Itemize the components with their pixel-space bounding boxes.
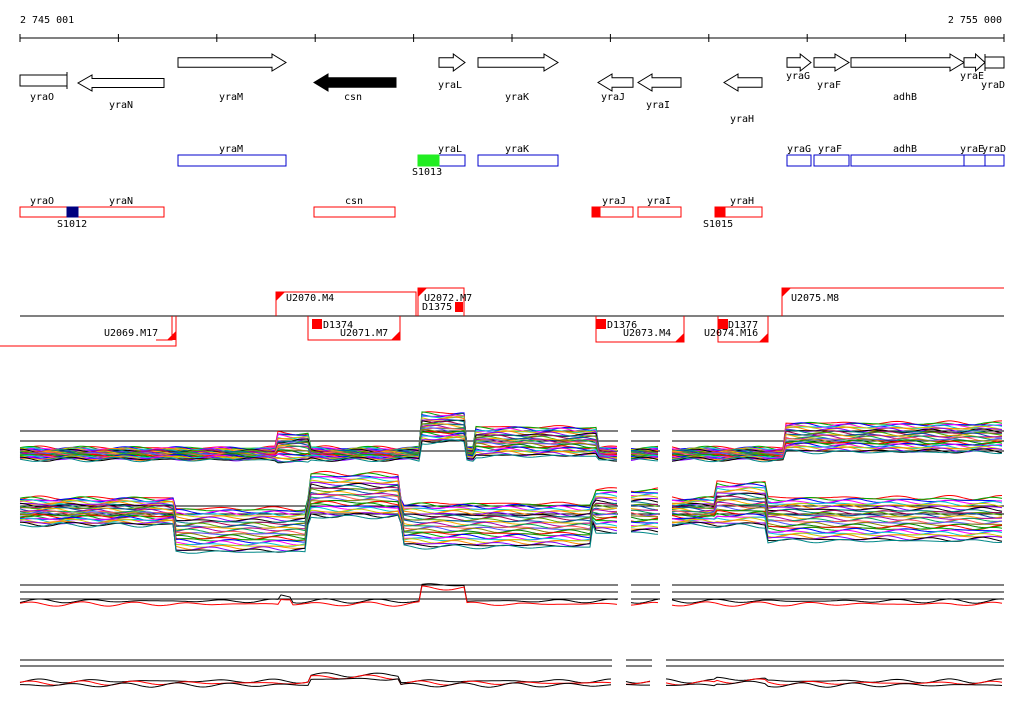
operon-box[interactable]: yraL [438,144,466,167]
gene-arrow[interactable]: yraL [438,53,466,91]
transcript-label[interactable]: U2071.M7 [340,328,388,339]
transcript-label[interactable]: D1377 [728,320,758,331]
transcript-label[interactable]: U2069.M17 [104,328,158,339]
gene-arrow[interactable]: adhB [850,53,965,103]
operon-label: yraO [30,196,54,207]
gene-label: yraF [817,80,841,91]
gene-arrow[interactable]: yraE [960,52,986,82]
expression-panel-2 [19,470,1004,554]
operon-label: yraL [438,144,462,155]
operon-box[interactable]: yraD [982,144,1006,167]
site-label: S1013 [412,167,442,178]
operon-label: yraD [982,144,1006,155]
gene-label: yraI [646,100,670,111]
operon-label: yraH [730,196,754,207]
operon-track-red: yraO yraN csn yraJ yraI yraH S1012 S1015 [19,196,763,230]
operon-label: yraI [647,196,671,207]
gene-arrow[interactable]: yraG [786,52,812,82]
gene-label: yraK [505,92,529,103]
operon-box[interactable]: yraI [637,196,682,218]
operon-box[interactable]: yraG [786,144,812,167]
operon-label: yraE [960,144,984,155]
site-marker[interactable] [591,206,601,218]
transcript-label[interactable]: U2073.M4 [623,328,671,339]
gene-arrow[interactable]: yraK [477,53,559,103]
gene-arrow[interactable]: yraI [637,73,682,111]
start-coordinate: 2 745 001 [20,15,74,26]
expression-panel-4 [19,659,1004,688]
operon-label: csn [345,196,363,207]
gene-track: yraO yraN yraM csn yraL yraK yraJ yraI y… [19,52,1005,125]
operon-track-blue: yraM yraL yraK yraG yraF adhB yraE yraD … [177,144,1006,178]
gene-label: yraD [981,80,1005,91]
transcript-track: U2070.M4 U2072.M7 D1375 U2075.M8 U2069.M… [0,287,1004,347]
operon-box[interactable]: yraK [477,144,559,167]
transcript-label[interactable]: D1374 [323,320,353,331]
operon-label: yraJ [602,196,626,207]
operon-label: yraK [505,144,529,155]
expression-panel-3 [19,583,1004,607]
gene-arrow[interactable]: yraO [19,72,68,103]
transcript-label[interactable]: U2075.M8 [791,293,839,304]
gene-label: yraG [786,71,810,82]
gene-arrow[interactable]: yraN [76,74,165,111]
gene-label: yraO [30,92,54,103]
gene-label: yraN [109,100,133,111]
gene-label: yraJ [601,92,625,103]
transcript-label[interactable]: U2070.M4 [286,293,334,304]
end-coordinate: 2 755 000 [948,15,1002,26]
operon-box[interactable]: csn [313,196,396,218]
gene-label: csn [344,92,362,103]
site-marker[interactable] [714,206,726,218]
gene-arrow[interactable]: yraJ [597,73,634,103]
site-label: S1015 [703,219,733,230]
transcript-label[interactable]: D1376 [607,320,637,331]
gene-label: yraM [219,92,243,103]
gene-label: yraL [438,80,462,91]
operon-label: yraG [787,144,811,155]
operon-box[interactable]: yraF [813,144,850,167]
operon-label: yraN [109,196,133,207]
transcript-label[interactable]: U2074.M16 [704,328,758,339]
transcript-label[interactable]: U2072.M7 [424,293,472,304]
site-marker[interactable] [66,206,79,218]
expression-panel-1 [19,411,1004,464]
gene-arrow[interactable]: yraF [813,53,850,91]
operon-box[interactable]: adhB [850,144,965,167]
gene-arrow-selected[interactable]: csn [313,73,397,103]
operon-box[interactable]: yraM [177,144,287,167]
operon-box[interactable]: yraO yraN [19,196,165,218]
operon-label: adhB [893,144,917,155]
transcript-label[interactable]: D1375 [422,302,452,313]
site-marker[interactable] [417,154,440,167]
gene-arrow[interactable]: yraD [981,54,1005,91]
gene-label: yraE [960,71,984,82]
operon-label: yraM [219,144,243,155]
gene-label: yraH [730,114,754,125]
site-label: S1012 [57,219,87,230]
gene-arrow[interactable]: yraH [723,73,763,125]
operon-label: yraF [818,144,842,155]
coordinate-ruler: 2 745 001 2 755 000 [19,15,1005,42]
gene-arrow[interactable]: yraM [177,53,287,103]
gene-label: adhB [893,92,917,103]
